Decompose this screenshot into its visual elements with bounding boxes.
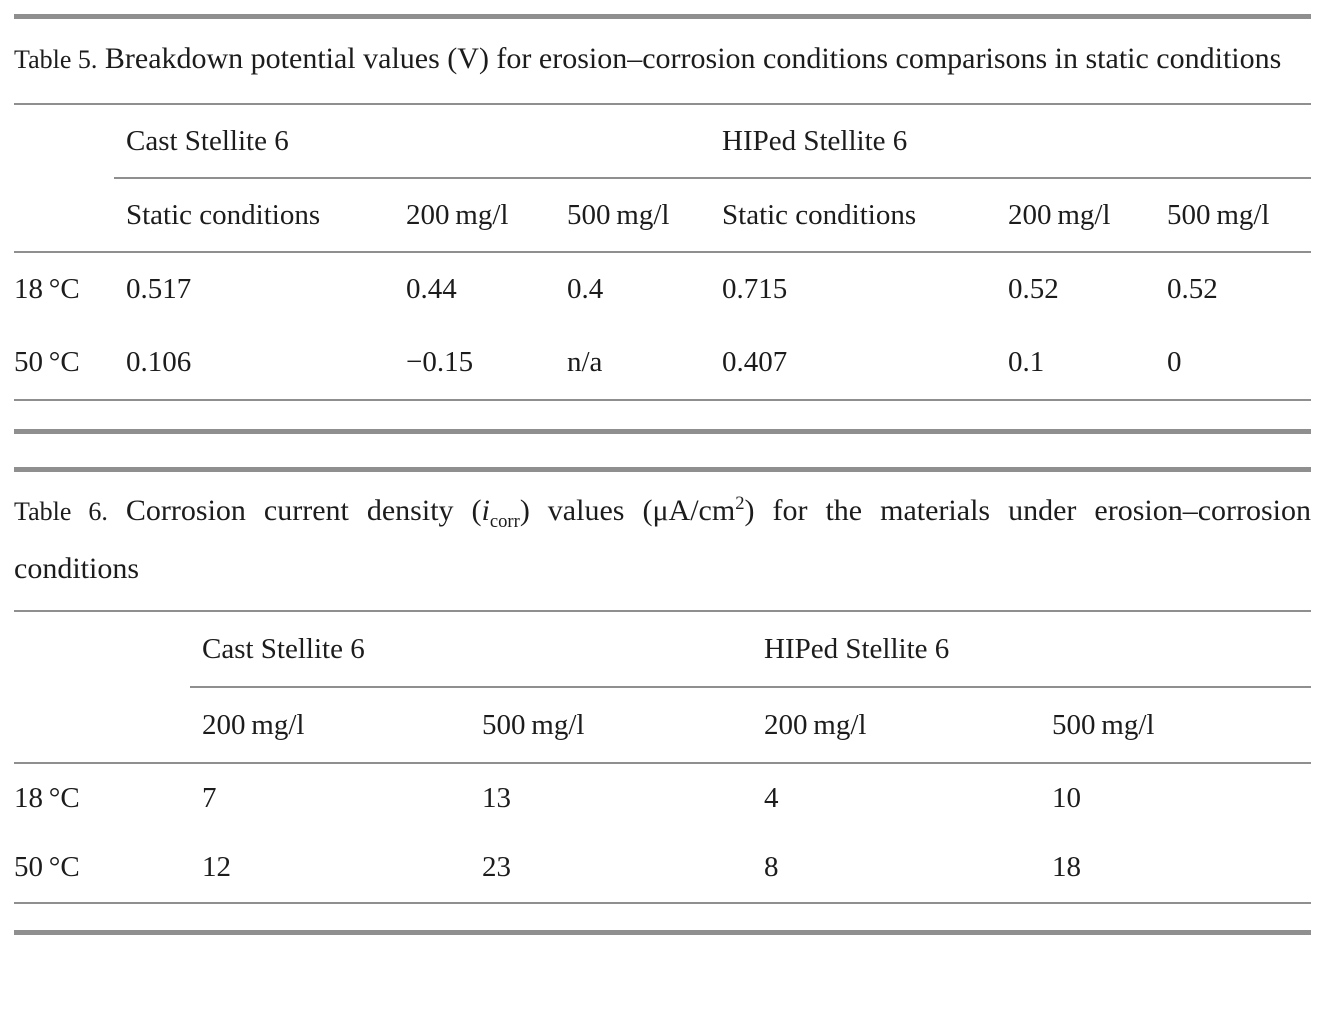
table-5-subheader-empty (14, 178, 114, 253)
row-label-50c: 50 °C (14, 326, 114, 401)
row-label-50c: 50 °C (14, 833, 190, 904)
row-label-18c: 18 °C (14, 782, 80, 814)
table-6-group-header-cast: Cast Stellite 6 (190, 611, 752, 688)
table-6: Cast Stellite 6 HIPed Stellite 6 200 mg/… (14, 610, 1311, 904)
cell-t5-50c-200-cast: −0.15 (394, 326, 555, 401)
table-5-group-header-cast: Cast Stellite 6 (114, 104, 711, 179)
cell-t5-18c-200-hiped: 0.52 (1008, 273, 1059, 305)
table-6-group-header-row: Cast Stellite 6 HIPed Stellite 6 (14, 611, 1311, 688)
table-5-corner-cell (14, 104, 114, 178)
cell-t5-18c-200-cast: 0.44 (406, 273, 457, 305)
table-5-bottom-rule (14, 429, 1311, 434)
table-5-subheader-static-cast: Static conditions (114, 178, 394, 253)
table-6-subheader-row: 200 mg/l 500 mg/l 200 mg/l 500 mg/l (14, 687, 1311, 764)
table-5-caption: Table 5. Breakdown potential values (V) … (14, 31, 1311, 87)
table-6-caption: Table 6. Corrosion current density (icor… (14, 482, 1311, 597)
table-row: 50 °C 12 23 8 18 (14, 833, 1311, 904)
table-5-subheader-200-hiped: 200 mg/l (996, 178, 1156, 253)
table-6-block: Table 6. Corrosion current density (icor… (14, 467, 1311, 935)
table-5-subheader-200-cast: 200 mg/l (394, 178, 555, 253)
table-6-corner-cell (14, 611, 190, 687)
cell-t5-18c-500-hiped: 0.52 (1167, 273, 1218, 305)
cell-t6-50c-200-cast: 12 (190, 833, 470, 904)
table-6-title-pre: Corrosion current density ( (125, 494, 482, 527)
cell-t6-50c-200-hiped: 8 (752, 833, 1040, 904)
table-5-subheader-500-cast: 500 mg/l (555, 178, 711, 253)
cell-t5-18c-static-cast: 0.517 (126, 273, 192, 305)
cell-t6-18c-500-cast: 13 (482, 782, 511, 814)
table-5-block: Table 5. Breakdown potential values (V) … (14, 14, 1311, 434)
table-5: Cast Stellite 6 HIPed Stellite 6 Static … (14, 103, 1311, 401)
cell-t5-18c-static-hiped: 0.715 (722, 273, 788, 305)
table-6-subheader-empty (14, 687, 190, 764)
table-5-subheader-row: Static conditions 200 mg/l 500 mg/l Stat… (14, 178, 1311, 253)
cell-t6-18c-500-hiped: 10 (1052, 782, 1081, 814)
table-5-subheader-static-hiped: Static conditions (710, 178, 997, 253)
cell-t6-50c-500-hiped: 18 (1040, 833, 1311, 904)
cell-t5-50c-200-hiped: 0.1 (996, 326, 1156, 401)
table-6-group-header-hiped: HIPed Stellite 6 (752, 611, 1311, 688)
table-5-title: Breakdown potential values (V) for erosi… (104, 42, 1282, 75)
table-6-subheader-500-hiped: 500 mg/l (1040, 687, 1311, 764)
table-6-title-superscript: 2 (735, 493, 745, 514)
table-6-subheader-500-cast: 500 mg/l (470, 687, 752, 764)
table-6-title-post: ) for the materials under erosion–corros… (14, 494, 1312, 585)
table-row: 50 °C 0.106 −0.15 n/a 0.407 0.1 0 (14, 326, 1311, 401)
cell-t5-50c-static-hiped: 0.407 (710, 326, 997, 401)
cell-t5-50c-500-hiped: 0 (1155, 326, 1311, 401)
table-5-group-header-hiped: HIPed Stellite 6 (710, 104, 1311, 179)
table-5-label: Table 5. (14, 45, 98, 74)
table-6-title-mid: ) values (μA/cm (519, 494, 736, 527)
table-6-subheader-200-cast: 200 mg/l (190, 687, 470, 764)
table-6-subheader-200-hiped: 200 mg/l (752, 687, 1040, 764)
cell-t5-50c-500-cast: n/a (555, 326, 711, 401)
table-5-group-header-row: Cast Stellite 6 HIPed Stellite 6 (14, 104, 1311, 179)
table-6-bottom-rule (14, 930, 1311, 935)
cell-t6-50c-500-cast: 23 (470, 833, 752, 904)
table-row: 18 °C 7 13 4 10 (14, 763, 1311, 833)
table-6-title-subscript: corr (489, 511, 520, 532)
cell-t6-18c-200-hiped: 4 (764, 782, 779, 814)
table-6-title-variable: i (481, 494, 490, 527)
row-label-18c: 18 °C (14, 273, 80, 305)
cell-t5-50c-static-cast: 0.106 (114, 326, 394, 401)
table-5-subheader-500-hiped: 500 mg/l (1155, 178, 1311, 253)
table-6-label: Table 6. (14, 497, 108, 526)
table-row: 18 °C 0.517 0.44 0.4 0.715 0.52 0.52 (14, 252, 1311, 326)
cell-t6-18c-200-cast: 7 (202, 782, 217, 814)
cell-t5-18c-500-cast: 0.4 (567, 273, 604, 305)
